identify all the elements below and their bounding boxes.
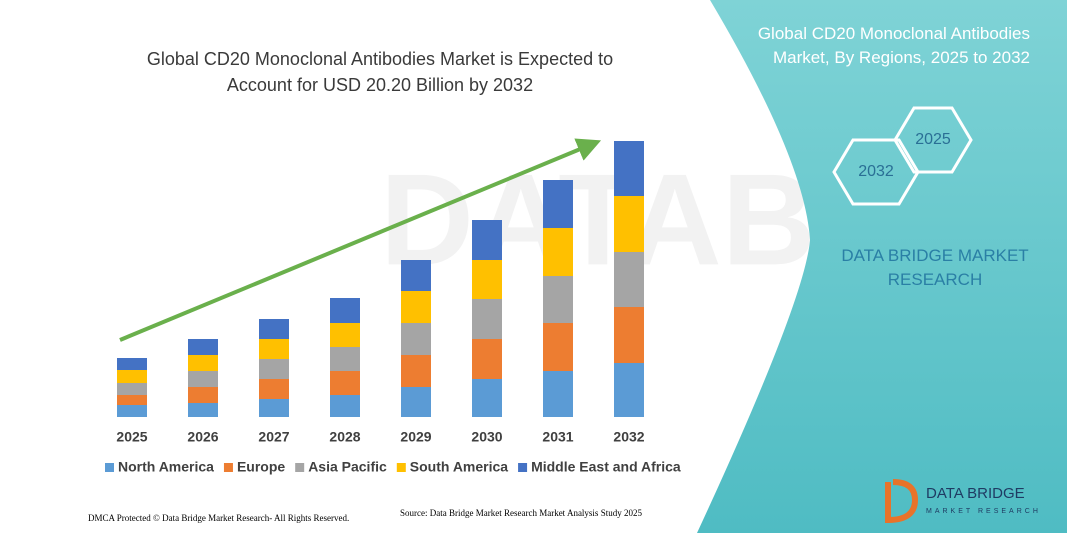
bar-segment <box>543 228 573 276</box>
x-tick-label: 2031 <box>542 429 573 445</box>
x-tick-label: 2025 <box>116 429 147 445</box>
logo-text: DATA BRIDGE <box>926 485 1025 502</box>
bar-segment <box>259 319 289 339</box>
bar-segment <box>117 383 147 395</box>
hexagon <box>832 138 920 206</box>
hexagon <box>893 106 973 174</box>
panel-title: Global CD20 Monoclonal Antibodies Market… <box>757 24 1030 67</box>
legend-label: Asia Pacific <box>308 459 387 475</box>
logo-sub: MARKET RESEARCH <box>926 508 1041 515</box>
bar-segment <box>472 220 502 260</box>
x-tick-label: 2027 <box>258 429 289 445</box>
side-panel <box>697 0 1067 533</box>
bar-segment <box>401 355 431 387</box>
bar-segment <box>614 141 644 196</box>
bar-segment <box>330 323 360 347</box>
legend-label: Europe <box>237 459 285 475</box>
bar-segment <box>472 339 502 379</box>
bar-segment <box>330 298 360 323</box>
bar-segment <box>401 260 431 291</box>
bar-segment <box>259 399 289 417</box>
bar-segment <box>330 371 360 395</box>
chart-title: Global CD20 Monoclonal Antibodies Market… <box>146 49 614 95</box>
bar-segment <box>188 403 218 417</box>
x-tick-label: 2026 <box>187 429 218 445</box>
bar-segment <box>614 307 644 363</box>
bar-segment <box>330 395 360 417</box>
bar-segment <box>543 323 573 371</box>
bar-segment <box>117 370 147 383</box>
bar-segment <box>543 180 573 228</box>
bar-segment <box>330 347 360 371</box>
legend-swatch <box>295 463 305 472</box>
x-tick-label: 2029 <box>400 429 431 445</box>
legend-swatch <box>396 463 406 472</box>
legend-label: South America <box>410 459 508 475</box>
legend-label: North America <box>118 459 214 475</box>
hex-label: 2025 <box>915 131 951 148</box>
bar-segment <box>543 371 573 417</box>
bar-segment <box>188 371 218 387</box>
bar-segment <box>117 358 147 370</box>
footer-source: Source: Data Bridge Market Research Mark… <box>400 508 642 518</box>
bar-segment <box>614 363 644 417</box>
bar-segment <box>259 359 289 379</box>
x-tick-label: 2028 <box>329 429 360 445</box>
footer-dmca: DMCA Protected © Data Bridge Market Rese… <box>88 513 349 523</box>
bar-segment <box>259 339 289 359</box>
legend-swatch <box>518 463 528 472</box>
bar-segment <box>259 379 289 399</box>
bar-segment <box>472 260 502 299</box>
bar-segment <box>472 379 502 417</box>
trend-arrow <box>119 138 602 342</box>
bar-segment <box>188 355 218 371</box>
bar-segment <box>543 276 573 323</box>
legend-swatch <box>105 463 114 472</box>
bar-segment <box>117 405 147 417</box>
bar-segment <box>401 291 431 323</box>
hex-label: 2032 <box>858 163 894 180</box>
bar-segment <box>401 323 431 355</box>
legend-swatch <box>223 463 233 472</box>
bar-segment <box>117 395 147 405</box>
bar-segment <box>401 387 431 417</box>
bar-segment <box>188 339 218 355</box>
x-tick-label: 2032 <box>613 429 644 445</box>
bar-segment <box>614 196 644 252</box>
legend-label: Middle East and Africa <box>531 459 681 475</box>
bar-segment <box>472 299 502 339</box>
bar-segment <box>188 387 218 403</box>
logo-mark <box>885 479 919 524</box>
x-tick-label: 2030 <box>471 429 502 445</box>
brand: DATA BRIDGE MARKET RESEARCH <box>841 246 1029 289</box>
bar-segment <box>614 252 644 307</box>
